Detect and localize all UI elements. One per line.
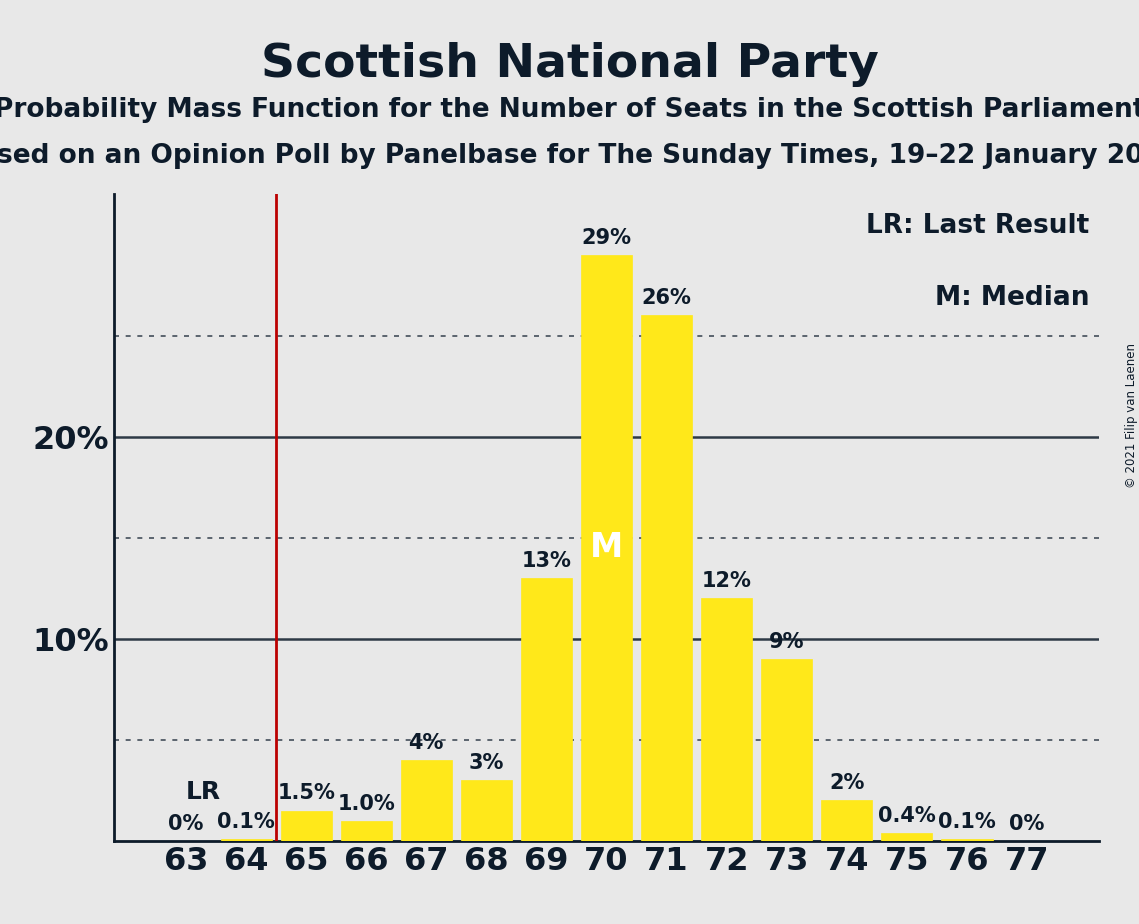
Bar [461,780,511,841]
Text: Based on an Opinion Poll by Panelbase for The Sunday Times, 19–22 January 2021: Based on an Opinion Poll by Panelbase fo… [0,143,1139,169]
Bar [521,578,572,841]
Text: 0.1%: 0.1% [218,812,274,832]
Bar [761,659,812,841]
Text: M: Median: M: Median [935,285,1089,310]
Text: LR: LR [186,781,221,805]
Bar [221,839,271,841]
Bar [821,800,872,841]
Text: 9%: 9% [769,632,804,651]
Text: 12%: 12% [702,571,752,591]
Text: 1.5%: 1.5% [277,784,335,804]
Text: 0.4%: 0.4% [878,806,936,826]
Text: Probability Mass Function for the Number of Seats in the Scottish Parliament: Probability Mass Function for the Number… [0,97,1139,123]
Bar [942,839,992,841]
Bar [702,599,752,841]
Text: 0.1%: 0.1% [939,812,995,832]
Text: 29%: 29% [582,227,631,248]
Bar [341,821,392,841]
Bar [401,760,452,841]
Bar [882,833,933,841]
Text: 2%: 2% [829,773,865,794]
Text: 0%: 0% [169,814,204,833]
Text: 26%: 26% [641,288,691,309]
Text: LR: Last Result: LR: Last Result [866,213,1089,239]
Text: © 2021 Filip van Laenen: © 2021 Filip van Laenen [1124,344,1138,488]
Text: M: M [590,531,623,565]
Text: 13%: 13% [522,551,572,571]
Text: Scottish National Party: Scottish National Party [261,42,878,87]
Bar [581,255,632,841]
Text: 0%: 0% [1009,814,1044,833]
Text: 1.0%: 1.0% [337,794,395,813]
Text: 4%: 4% [409,733,444,753]
Text: 3%: 3% [468,753,505,773]
Bar [641,315,693,841]
Bar [280,810,331,841]
